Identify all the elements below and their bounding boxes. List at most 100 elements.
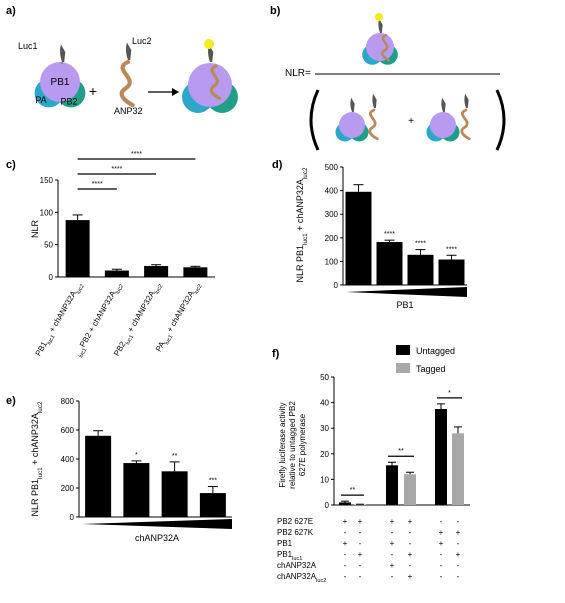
panel-e-y-tick-label: 800 — [61, 397, 75, 406]
b-top-anp32-protein — [381, 33, 391, 62]
panel-f-bar-untagged — [339, 502, 351, 505]
panel-f-table-cell: - — [344, 572, 347, 581]
panel-f-table-cell: - — [440, 572, 443, 581]
panel-f-y-axis-label-line: relative to untagged PB2 — [288, 401, 297, 489]
panel-c-y-tick-label: 50 — [44, 241, 53, 250]
panel-f-table-row-label: PB1 — [277, 539, 293, 548]
panel-f-table-row-label: PB2 627K — [277, 528, 314, 537]
b-right-luciferase-fragment — [441, 97, 446, 112]
panel-f-table-cell: + — [456, 528, 461, 537]
panel-b-letter: b) — [270, 5, 281, 17]
b-right-pb1-subunit — [430, 112, 456, 138]
panel-c-significance-label: **** — [111, 166, 122, 173]
b-right-anp32-protein — [460, 108, 471, 141]
panel-e-dose-wedge — [82, 519, 232, 529]
subscript: luc2 — [37, 401, 44, 413]
panel-f-table-cell: + — [408, 550, 413, 559]
text-run: PB2 627E — [277, 517, 313, 526]
subscript: luc1 — [302, 233, 309, 245]
panel-f-legend-label: Tagged — [416, 364, 446, 374]
b-top-luciferase-fragment — [378, 18, 383, 33]
panel-f-table-cell: + — [343, 517, 348, 526]
subscript: luc1 — [164, 334, 174, 346]
panel-d-x-axis-label: PB1 — [396, 300, 413, 310]
panel-c-significance-label: **** — [92, 181, 103, 188]
panel-d-y-tick-label: 200 — [325, 234, 339, 243]
panel-f-table-cell: + — [358, 517, 363, 526]
panel-c-letter: c) — [6, 159, 16, 171]
panel-f-y-tick-label: 0 — [325, 501, 330, 510]
panel-f-table-row-label: PB1luc1 — [277, 550, 302, 562]
panel-e-y-tick-label: 400 — [61, 455, 75, 464]
panel-f-table-cell: + — [390, 539, 395, 548]
panel-f-table-cell: - — [457, 539, 460, 548]
subscript: luc2 — [115, 284, 125, 296]
a-right-anp32-protein — [209, 64, 222, 100]
panel-f-y-axis-label-line: 627E polymerase — [298, 413, 307, 476]
panel-d-y-tick-label: 0 — [334, 281, 339, 290]
nlr-formula-lhs: NLR= — [285, 68, 311, 79]
panel-f-table-cell: - — [359, 528, 362, 537]
panel-f-significance-label: ** — [350, 487, 356, 494]
right-parenthesis — [495, 89, 506, 151]
panel-f-table-cell: - — [409, 528, 412, 537]
text-run: PB2 + chANP32A — [78, 289, 118, 349]
panel-f-table-cell: + — [439, 528, 444, 537]
plus-sign: + — [89, 83, 97, 99]
b-left-pb1-subunit — [339, 112, 365, 138]
panel-f-legend-swatch — [396, 345, 410, 355]
panel-d-significance-label: **** — [446, 246, 457, 253]
panel-f-table-cell: - — [409, 561, 412, 570]
panel-e-significance-label: ** — [172, 453, 178, 460]
panel-f-table-cell: - — [359, 539, 362, 548]
text-run: + chANP32A — [30, 413, 40, 467]
panel-d-y-axis-label: NLR PB1luc1 + chANP32Aluc2 — [295, 167, 309, 282]
b-top-pb1-subunit — [366, 33, 394, 61]
panel-f-table-cell: - — [457, 572, 460, 581]
panel-e-y-tick-label: 600 — [61, 426, 75, 435]
panel-d-significance-label: **** — [384, 231, 395, 238]
panel-f-table-cell: + — [408, 517, 413, 526]
a-mid-anp32-protein — [119, 59, 135, 108]
b-left-anp-luciferase-fragment — [372, 93, 377, 108]
panel-c-bar — [65, 220, 90, 277]
pb1-label: PB1 — [51, 77, 70, 88]
panel-f-table-cell: - — [344, 550, 347, 559]
text-run: NLR PB1 — [295, 245, 305, 283]
panel-c-x-tick-label: PB1luc1 + chANP32Aluc2 — [34, 281, 86, 360]
a-left-pb1-subunit — [40, 62, 80, 102]
panel-d-significance-label: **** — [415, 241, 426, 248]
panel-c-y-tick-label: 100 — [40, 208, 54, 217]
panel-f-y-tick-label: 10 — [320, 475, 329, 484]
panel-e-significance-label: *** — [209, 478, 217, 485]
panel-d-dose-wedge — [346, 287, 467, 297]
text-run: PB1 — [277, 550, 293, 559]
a-right-pb1-subunit — [188, 63, 232, 107]
panel-d-letter: d) — [272, 159, 283, 171]
panel-f-bar-untagged — [435, 409, 447, 505]
panel-f-y-tick-label: 50 — [320, 373, 329, 382]
panel-e-y-tick-label: 200 — [61, 484, 75, 493]
text-run: PB2 627K — [277, 528, 314, 537]
panel-e-significance-label: * — [135, 452, 138, 459]
panel-f-table-cell: + — [439, 539, 444, 548]
pb2-label: PB2 — [60, 96, 77, 106]
panel-d-bar — [407, 254, 434, 285]
text-run: + chANP32A — [164, 289, 196, 336]
panel-f-legend-label: Untagged — [416, 346, 455, 356]
panel-f-y-axis-label-line: Firefly luciferase activity — [278, 403, 287, 488]
panel-c-bar — [183, 267, 208, 277]
text-run: + chANP32A — [46, 289, 78, 336]
panel-f-table-cell: - — [391, 572, 394, 581]
panel-f-table-cell: + — [343, 539, 348, 548]
panel-f-table-cell: - — [409, 539, 412, 548]
b-top-luminescence — [375, 13, 383, 21]
subscript: luc2 — [302, 167, 309, 179]
panel-c-significance-label: **** — [131, 151, 142, 158]
panel-f-table-cell: - — [457, 517, 460, 526]
subscript: luc2 — [193, 284, 203, 296]
panel-f-table-cell: - — [457, 561, 460, 570]
panel-e-y-axis-label: NLR PB1luc1 + chANP32Aluc2 — [30, 401, 44, 516]
panel-f-table-row-label: PB2 627E — [277, 517, 313, 526]
a-left-luciferase-fragment — [60, 44, 66, 62]
